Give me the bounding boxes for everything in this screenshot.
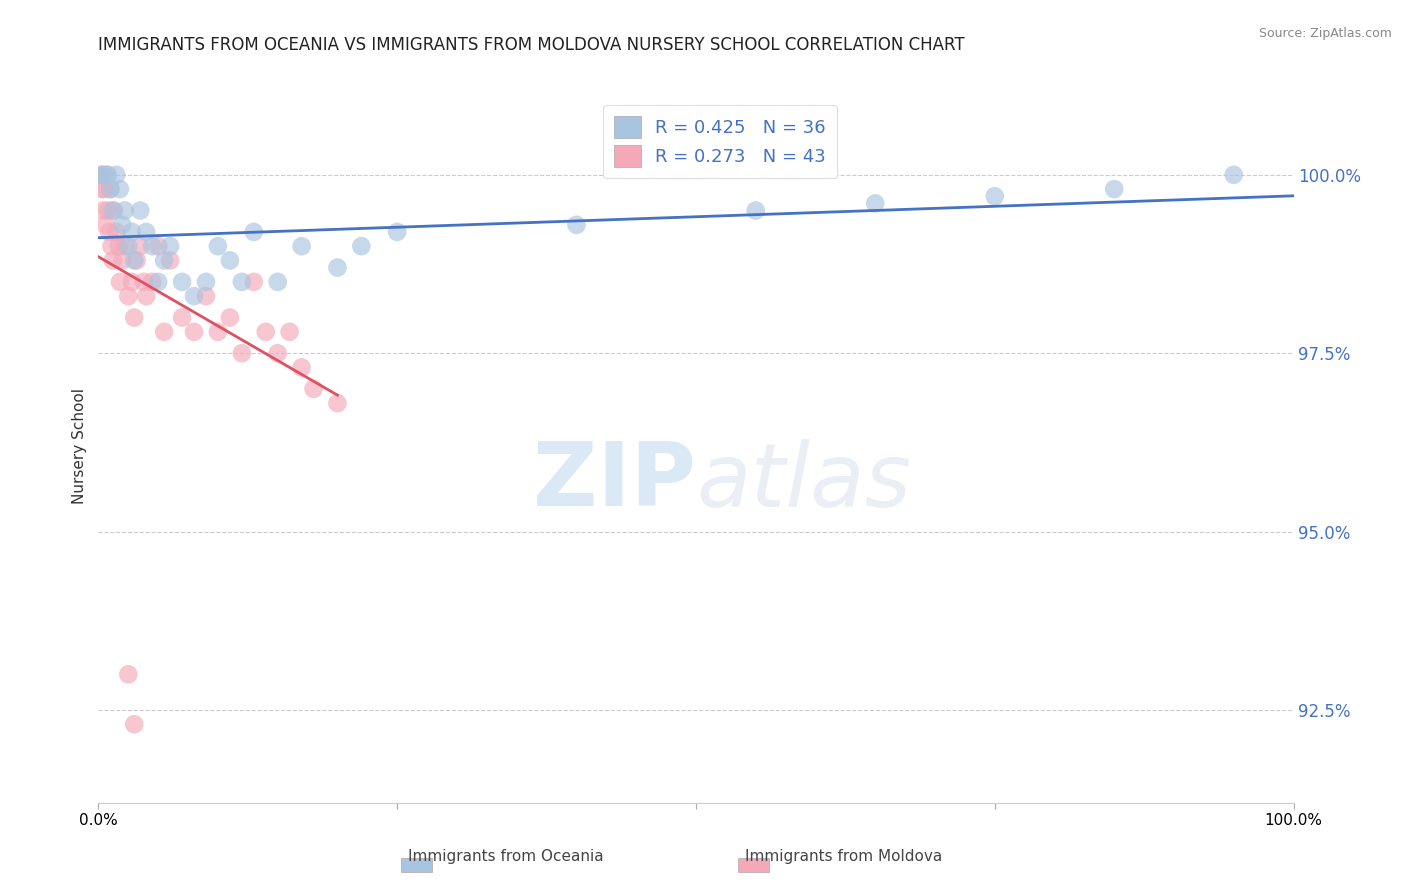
- Point: [326, 260, 349, 275]
- Point: [231, 275, 253, 289]
- Point: [254, 325, 277, 339]
- Point: [108, 275, 131, 289]
- Point: [172, 275, 194, 289]
- Point: [135, 225, 157, 239]
- Text: Immigrants from Oceania: Immigrants from Oceania: [408, 849, 605, 863]
- Point: [98, 182, 122, 196]
- Point: [153, 325, 176, 339]
- Point: [124, 310, 146, 325]
- Point: [195, 275, 218, 289]
- Text: IMMIGRANTS FROM OCEANIA VS IMMIGRANTS FROM MOLDOVA NURSERY SCHOOL CORRELATION CH: IMMIGRANTS FROM OCEANIA VS IMMIGRANTS FR…: [98, 36, 965, 54]
- Point: [93, 182, 115, 196]
- Point: [159, 253, 181, 268]
- Point: [101, 203, 124, 218]
- Point: [183, 289, 205, 303]
- Point: [100, 239, 122, 253]
- Point: [91, 203, 114, 218]
- Point: [125, 253, 148, 268]
- Point: [94, 218, 117, 232]
- Point: [267, 346, 290, 360]
- Point: [219, 310, 242, 325]
- Point: [107, 239, 129, 253]
- Point: [135, 289, 157, 303]
- Point: [159, 239, 181, 253]
- Point: [984, 189, 1007, 203]
- Point: [98, 182, 122, 196]
- Point: [114, 239, 136, 253]
- Point: [148, 275, 170, 289]
- Text: Source: ZipAtlas.com: Source: ZipAtlas.com: [1258, 27, 1392, 40]
- Point: [96, 168, 118, 182]
- Text: atlas: atlas: [696, 439, 911, 524]
- Point: [267, 275, 290, 289]
- Text: ZIP: ZIP: [533, 438, 696, 525]
- Point: [114, 203, 136, 218]
- Point: [101, 253, 124, 268]
- Point: [121, 225, 143, 239]
- Point: [132, 275, 155, 289]
- Point: [97, 203, 120, 218]
- Point: [124, 253, 146, 268]
- Point: [243, 275, 266, 289]
- Point: [91, 182, 114, 196]
- Point: [172, 310, 194, 325]
- Point: [117, 239, 139, 253]
- Point: [302, 382, 325, 396]
- Point: [291, 239, 314, 253]
- Point: [111, 218, 134, 232]
- Point: [865, 196, 887, 211]
- Point: [105, 168, 128, 182]
- Point: [243, 225, 266, 239]
- Point: [90, 168, 112, 182]
- Point: [326, 396, 349, 410]
- Point: [93, 168, 115, 182]
- Point: [195, 289, 218, 303]
- Point: [231, 346, 253, 360]
- Point: [207, 325, 229, 339]
- Point: [105, 225, 128, 239]
- Point: [141, 239, 163, 253]
- Point: [565, 218, 588, 232]
- Y-axis label: Nursery School: Nursery School: [72, 388, 87, 504]
- Point: [219, 253, 242, 268]
- Point: [129, 203, 152, 218]
- Point: [745, 203, 768, 218]
- Point: [108, 182, 131, 196]
- Point: [91, 168, 114, 182]
- Point: [98, 225, 121, 239]
- Point: [385, 225, 409, 239]
- Point: [1104, 182, 1126, 196]
- Point: [183, 325, 205, 339]
- Point: [111, 253, 134, 268]
- Point: [153, 253, 176, 268]
- Point: [121, 275, 143, 289]
- Point: [117, 289, 139, 303]
- Point: [350, 239, 373, 253]
- Point: [129, 239, 152, 253]
- Legend: R = 0.425   N = 36, R = 0.273   N = 43: R = 0.425 N = 36, R = 0.273 N = 43: [603, 105, 837, 178]
- Point: [278, 325, 301, 339]
- Point: [103, 203, 125, 218]
- Point: [207, 239, 229, 253]
- Text: Immigrants from Moldova: Immigrants from Moldova: [745, 849, 942, 863]
- Point: [148, 239, 170, 253]
- Point: [97, 168, 120, 182]
- Point: [117, 667, 139, 681]
- Point: [141, 275, 163, 289]
- Point: [1223, 168, 1246, 182]
- Point: [124, 717, 146, 731]
- Point: [291, 360, 314, 375]
